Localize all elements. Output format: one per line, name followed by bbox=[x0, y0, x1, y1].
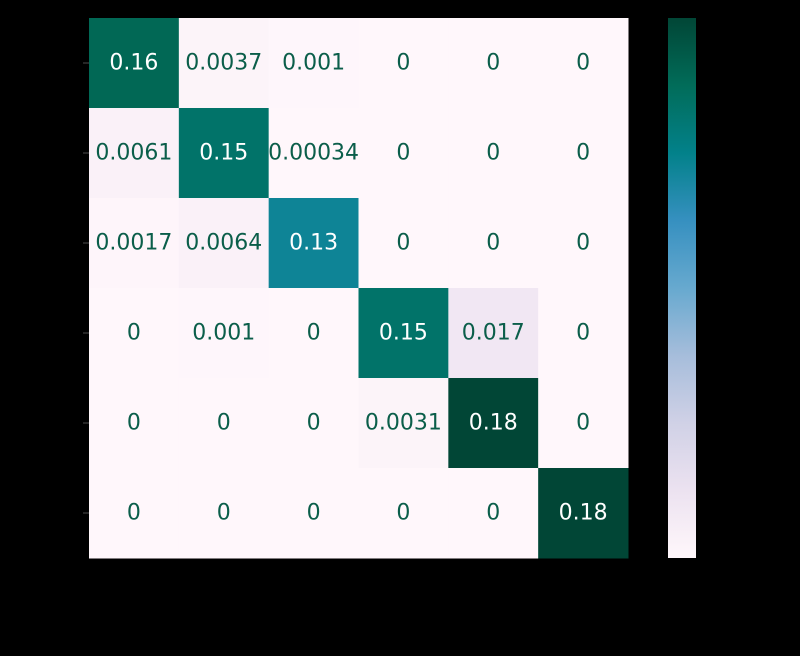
heatmap-cell-labels: 0.16 0.0037 0.001 0 0 0 0.0061 0.15 0.00034 0 0 0 0.… bbox=[95, 51, 607, 526]
cell-value-label: 0.0061 bbox=[95, 141, 172, 166]
heatmap-cell bbox=[178, 288, 270, 379]
heatmap-cell bbox=[448, 468, 539, 559]
cell-value-label: 0 bbox=[576, 231, 590, 256]
heatmap-cell bbox=[538, 468, 629, 559]
heatmap-cell bbox=[268, 378, 359, 469]
cell-value-label: 0.001 bbox=[282, 51, 345, 76]
cell-value-label: 0 bbox=[127, 411, 141, 436]
cell-value-label: 0.00034 bbox=[268, 141, 359, 166]
cell-value-label: 0.0064 bbox=[185, 231, 262, 256]
heatmap-cell bbox=[448, 18, 539, 109]
colorbar bbox=[668, 18, 696, 558]
cell-value-label: 0 bbox=[576, 51, 590, 76]
heatmap-cell bbox=[89, 378, 180, 469]
cell-value-label: 0.017 bbox=[462, 321, 525, 346]
heatmap-cell bbox=[178, 198, 270, 289]
cell-value-label: 0 bbox=[307, 501, 321, 526]
cell-value-label: 0 bbox=[396, 141, 410, 166]
cell-value-label: 0.13 bbox=[289, 231, 338, 256]
cell-value-label: 0 bbox=[486, 231, 500, 256]
cell-value-label: 0 bbox=[486, 51, 500, 76]
heatmap-cell bbox=[89, 18, 180, 109]
heatmap-cell bbox=[358, 198, 449, 289]
cell-value-label: 0 bbox=[307, 411, 321, 436]
heatmap-cell bbox=[448, 288, 539, 379]
cell-value-label: 0.0031 bbox=[365, 411, 442, 436]
heatmap-cell bbox=[448, 198, 539, 289]
cell-value-label: 0.15 bbox=[379, 321, 428, 346]
cell-value-label: 0 bbox=[217, 411, 231, 436]
cell-value-label: 0 bbox=[127, 321, 141, 346]
heatmap-cell bbox=[448, 108, 539, 199]
heatmap-cell bbox=[268, 18, 359, 109]
heatmap-cell bbox=[448, 378, 539, 469]
heatmap-cell bbox=[89, 468, 180, 559]
cell-value-label: 0 bbox=[576, 321, 590, 346]
cell-value-label: 0.18 bbox=[469, 411, 518, 436]
heatmap-cell bbox=[89, 288, 180, 379]
cell-value-label: 0.0037 bbox=[185, 51, 262, 76]
heatmap-cell bbox=[358, 288, 449, 379]
heatmap-cell bbox=[538, 288, 629, 379]
cell-value-label: 0 bbox=[396, 501, 410, 526]
cell-value-label: 0 bbox=[576, 141, 590, 166]
cell-value-label: 0.18 bbox=[559, 501, 608, 526]
cell-value-label: 0 bbox=[486, 141, 500, 166]
cell-value-label: 0.0017 bbox=[95, 231, 172, 256]
heatmap-cell bbox=[538, 378, 629, 469]
cell-value-label: 0 bbox=[217, 501, 231, 526]
heatmap-cell bbox=[178, 18, 270, 109]
heatmap-cell bbox=[89, 198, 180, 289]
cell-value-label: 0 bbox=[396, 51, 410, 76]
heatmap-cell bbox=[358, 108, 449, 199]
heatmap-cell bbox=[358, 378, 449, 469]
cell-value-label: 0.16 bbox=[109, 51, 158, 76]
heatmap-cells bbox=[89, 18, 629, 559]
heatmap-cell bbox=[538, 108, 629, 199]
cell-value-label: 0 bbox=[576, 411, 590, 436]
heatmap-cell bbox=[178, 378, 270, 469]
cell-value-label: 0.001 bbox=[192, 321, 255, 346]
heatmap-cell bbox=[178, 468, 270, 559]
axis-ticks bbox=[83, 62, 89, 514]
heatmap-cell bbox=[358, 468, 449, 559]
heatmap-cell bbox=[538, 198, 629, 289]
heatmap-cell bbox=[538, 18, 629, 109]
cell-value-label: 0.15 bbox=[199, 141, 248, 166]
heatmap-cell bbox=[89, 108, 180, 199]
heatmap-cell bbox=[268, 288, 359, 379]
cell-value-label: 0 bbox=[396, 231, 410, 256]
heatmap-cell bbox=[268, 108, 359, 199]
cell-value-label: 0 bbox=[307, 321, 321, 346]
cell-value-label: 0 bbox=[486, 501, 500, 526]
heatmap-cell bbox=[358, 18, 449, 109]
cell-value-label: 0 bbox=[127, 501, 141, 526]
heatmap-cell bbox=[178, 108, 270, 199]
heatmap-cell bbox=[268, 198, 359, 289]
heatmap-cell bbox=[268, 468, 359, 559]
